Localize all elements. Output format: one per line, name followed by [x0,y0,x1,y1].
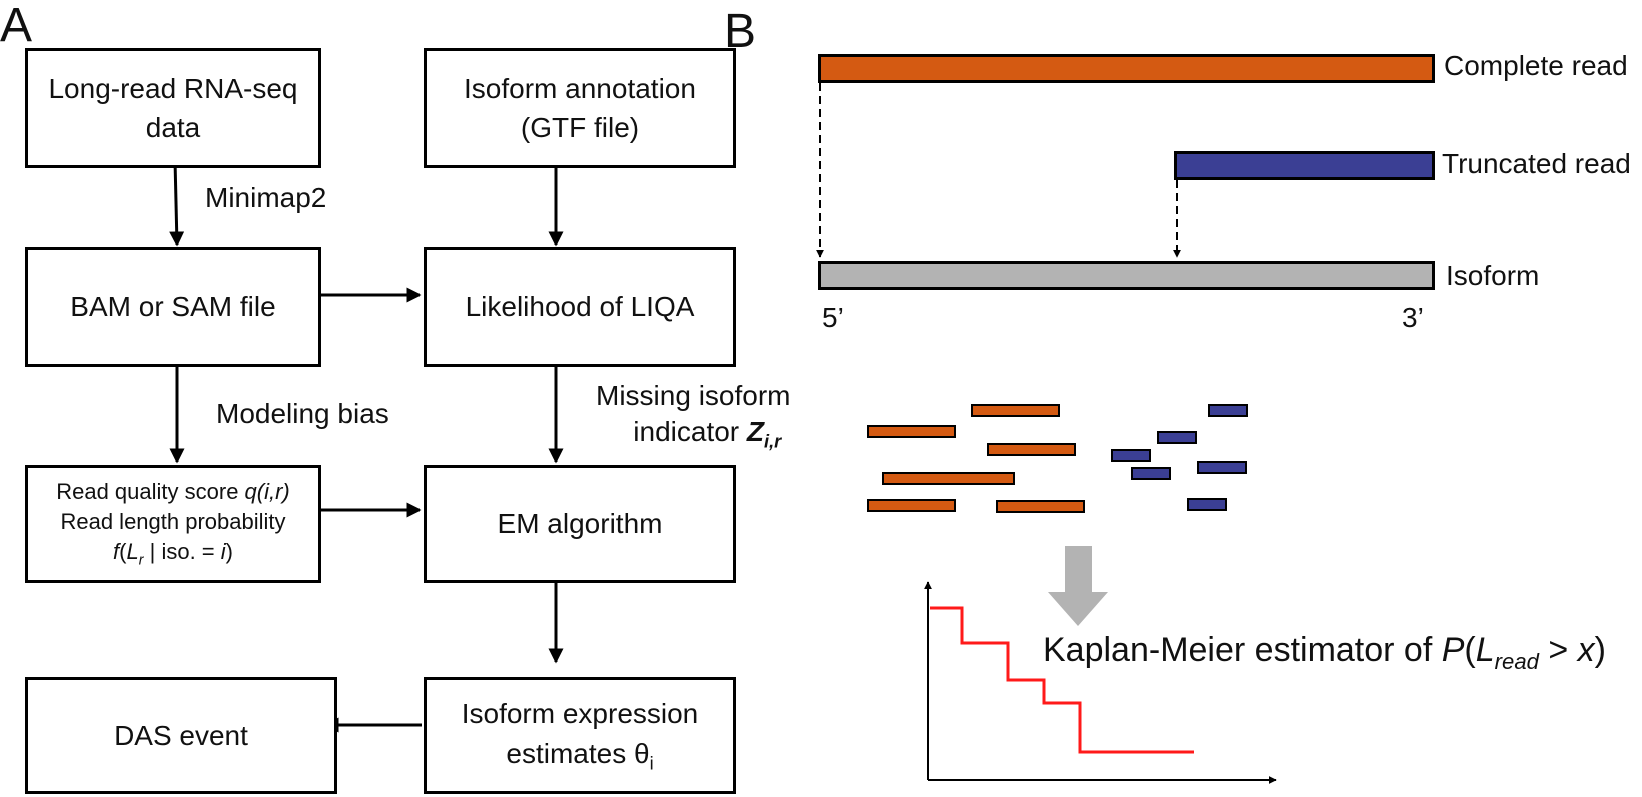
isoform-bar [818,261,1435,290]
blue-read-fragment [1131,467,1171,480]
isoform-label: Isoform [1446,260,1540,291]
minimap2-label: Minimap2 [205,182,327,213]
panel-a-label: A [0,0,33,52]
orange-read-fragment [987,443,1076,456]
isoform-expression-box: Isoform expression estimates θi [424,677,736,794]
read-quality-line1: Read quality score q(i,r) [56,479,290,505]
blue-read-fragment [1111,449,1151,462]
read-quality-box: Read quality score q(i,r) Read length pr… [25,465,321,583]
das-event-label: DAS event [114,719,248,751]
long-read-data-box: Long-read RNA-seq data [25,48,321,168]
big-down-arrow [1048,546,1108,626]
likelihood-label: Likelihood of LIQA [465,291,695,323]
kaplan-meier-label: Kaplan-Meier estimator of P(Lread > x) [1043,631,1606,674]
isoform-annotation-line1: Isoform annotation [464,72,696,104]
complete-read-label: Complete read [1444,50,1628,81]
isoform-expression-line2: estimates θi [506,737,654,774]
isoform-expression-line1: Isoform expression [461,698,699,730]
truncated-read-label: Truncated read [1442,148,1631,179]
missing-indicator-label: Missing isoform indicator Zi,r [596,380,791,452]
blue-read-fragment [1157,431,1197,444]
likelihood-box: Likelihood of LIQA [424,247,736,367]
arrow-data-to-bam [169,159,185,247]
orange-read-fragment [971,404,1060,417]
orange-read-fragment [867,499,956,512]
five-prime-label: 5’ [822,302,844,333]
em-algorithm-label: EM algorithm [497,508,663,540]
das-event-box: DAS event [25,677,337,794]
km-step-curve [930,606,1194,754]
blue-read-fragment [1208,404,1248,417]
orange-read-fragment [867,425,956,438]
isoform-annotation-box: Isoform annotation (GTF file) [424,48,736,168]
em-algorithm-box: EM algorithm [424,465,736,583]
panel-b-label: B [724,5,757,58]
orange-read-fragment [882,472,1015,485]
complete-read-bar [818,54,1435,83]
long-read-data-line2: data [145,112,201,143]
blue-read-fragment [1197,461,1247,474]
isoform-annotation-line2: (GTF file) [520,112,640,143]
read-length-line3: f(Lr | iso. = i) [113,538,233,569]
orange-read-fragment [996,500,1085,513]
three-prime-label: 3’ [1402,302,1424,333]
bam-sam-box: BAM or SAM file [25,247,321,367]
bam-sam-label: BAM or SAM file [70,291,276,323]
long-read-data-line1: Long-read RNA-seq [48,72,298,104]
truncated-read-bar [1174,151,1435,180]
modeling-bias-label: Modeling bias [216,398,389,429]
read-length-line2: Read length probability [60,509,286,535]
blue-read-fragment [1187,498,1227,511]
